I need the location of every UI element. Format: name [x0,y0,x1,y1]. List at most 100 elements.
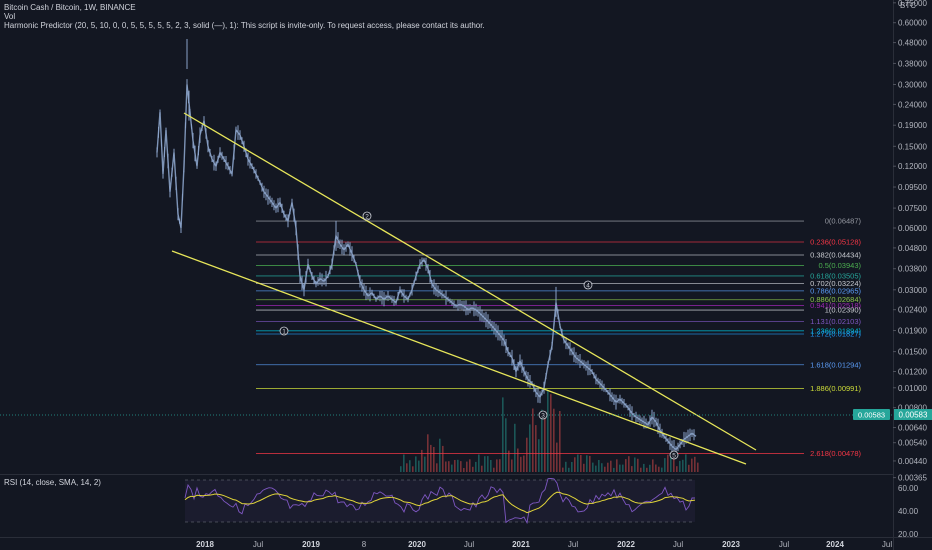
volume-bar [565,461,567,472]
fib-level-label: 1.131(0.02103) [810,317,861,326]
volume-bar [517,448,519,472]
time-tick-label: Jul [253,540,263,549]
price-tick-label: 0.01200 [898,367,927,376]
volume-bar [541,409,543,472]
volume-bar [649,464,651,472]
rsi-ma-line [184,491,696,514]
volume-bar [538,439,540,472]
rsi-tick-label: 20.00 [898,530,919,539]
rsi-legend[interactable]: RSI (14, close, SMA, 14, 2) [4,478,101,487]
current-price-tag-left-text: 0.00583 [858,411,885,420]
upper-trendline[interactable] [183,112,757,451]
volume-bar [526,437,528,472]
volume-bar [409,460,411,472]
volume-bar [661,467,663,472]
volume-bar [571,462,573,472]
volume-bar [568,467,570,472]
volume-bar [424,456,426,472]
price-tick-label: 0.30000 [898,81,927,90]
pattern-point-label: 3 [541,413,545,420]
volume-bar [418,460,420,472]
volume-bar [556,442,558,472]
fib-level-label: 0.941(0.02518) [810,301,861,310]
volume-bar [487,456,489,472]
volume-bar [472,466,474,472]
price-tick-label: 0.09500 [898,183,927,192]
time-tick-label: 8 [362,540,367,549]
volume-bar [445,461,447,472]
time-tick-label: 2020 [408,540,426,549]
volume-bar [523,455,525,472]
fib-level-label: 1.272(0.01827) [810,330,861,339]
volume-bar [694,456,696,472]
current-price-tag-left [853,409,890,420]
price-tick-label: 0.06000 [898,224,927,233]
volume-bar [502,397,504,472]
pattern-point-label: 5 [672,453,676,460]
pattern-point-label: 1 [282,329,286,336]
fib-level-label: 0.886(0.02684) [810,295,861,304]
volume-bar [580,455,582,472]
price-axis[interactable]: 0.950000.750000.600000.480000.380000.300… [893,0,927,483]
time-tick-label: Jul [464,540,474,549]
time-tick-label: 2023 [722,540,740,549]
fib-level-label: 0.236(0.05128) [810,238,861,247]
current-price-tag-text: 0.00583 [899,411,928,420]
rsi-tick-label: 60.00 [898,484,919,493]
volume-bar [595,465,597,472]
volume-bar [442,445,444,472]
volume-bar [550,394,552,472]
pattern-point-marker [538,410,548,420]
volume-bar [619,464,621,472]
volume-bar [529,424,531,472]
pattern-points: 1 2 3 4 5 [279,211,679,460]
volume-bar [421,449,423,472]
volume-bar [484,456,486,472]
volume-bar [670,455,672,472]
price-tick-label: 0.07500 [898,204,927,213]
volume-bar [634,457,636,472]
indicator-legend[interactable]: Harmonic Predictor (20, 5, 10, 0, 0, 5, … [4,21,485,30]
time-axis[interactable]: 2018 Jul 2019 8 2020 Jul 2021 Jul 2022 Jul 2023 Jul… [196,540,892,549]
volume-bar [520,456,522,472]
time-tick-label: Jul [673,540,683,549]
pattern-point-marker [362,211,372,221]
volume-bar [589,455,591,472]
volume-bar [493,467,495,472]
pattern-point-marker [583,280,593,290]
volume-bar [586,455,588,472]
volume-bar [505,418,507,472]
volume-bar [466,461,468,472]
volume-bar [673,458,675,472]
volume-legend[interactable]: Vol [4,12,16,21]
price-tick-label: 0.12000 [898,162,927,171]
currency-label: BTC [900,1,916,10]
volume-bar [475,461,477,472]
price-tick-label: 0.24000 [898,100,927,109]
rsi-line [184,478,695,525]
volume-bar [463,468,465,472]
rsi-tick-label: 40.00 [898,507,919,516]
rsi-axis: 60.00 40.00 20.00 [898,484,919,539]
price-tick-label: 0.04800 [898,244,927,253]
fib-level-label: 0(0.06487) [825,217,862,226]
volume-bar [535,425,537,472]
price-tick-label: 0.00440 [898,457,927,466]
time-tick-label: 2024 [826,540,844,549]
volume-bar [427,434,429,472]
price-tick-label: 0.03000 [898,286,927,295]
volume-bar [562,467,564,472]
volume-bar [622,464,624,472]
volume-bar [682,459,684,472]
price-tick-label: 0.01500 [898,348,927,357]
time-tick-label: 2018 [196,540,214,549]
volume-bar [685,454,687,472]
price-tick-label: 0.19000 [898,121,927,130]
price-tick-label: 0.60000 [898,19,927,28]
symbol-title[interactable]: Bitcoin Cash / Bitcoin, 1W, BINANCE [4,3,136,12]
volume-bar [697,462,699,472]
volume-bar [496,459,498,472]
pattern-point-marker [279,326,289,336]
lower-trendline[interactable] [171,250,747,465]
